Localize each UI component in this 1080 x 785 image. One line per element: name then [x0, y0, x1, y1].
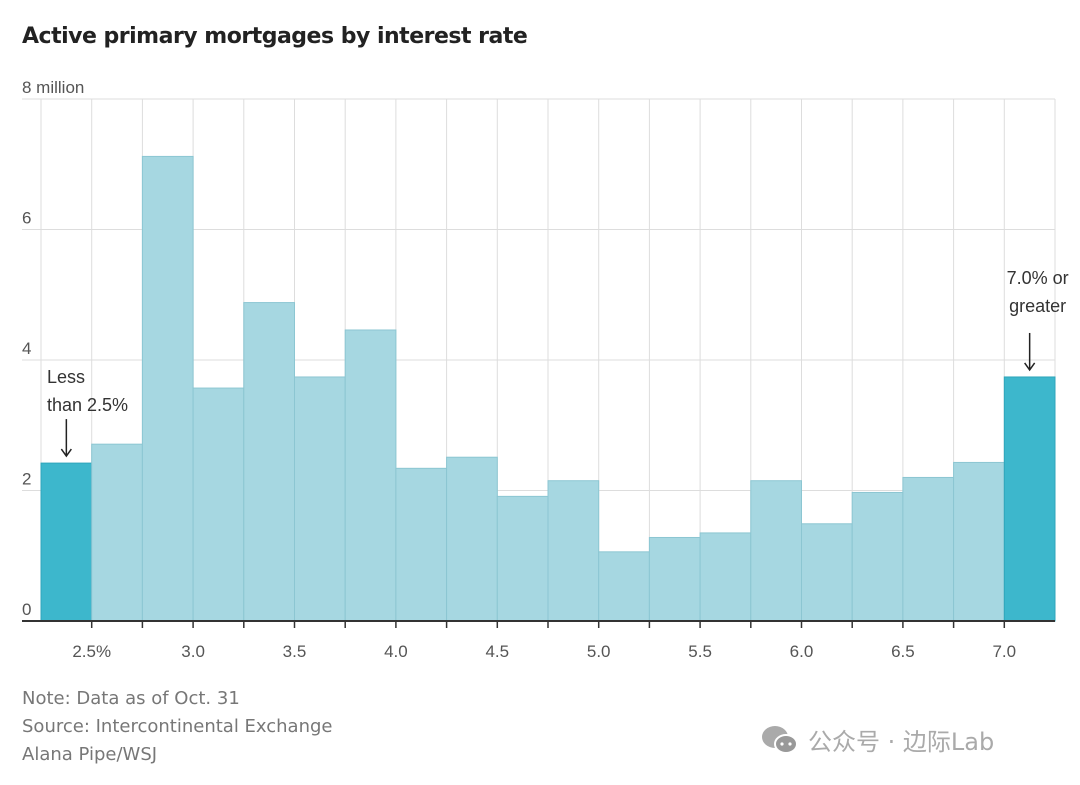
annotation-label: greater	[1009, 296, 1066, 316]
y-tick-label: 2	[22, 470, 31, 489]
bar	[851, 491, 904, 622]
credit: Alana Pipe/WSJ	[22, 744, 158, 765]
x-tick-label: 7.0	[992, 642, 1016, 661]
bar	[243, 302, 296, 622]
annotation-label: than 2.5%	[47, 395, 128, 415]
x-tick-label: 5.0	[587, 642, 611, 661]
bar	[953, 461, 1005, 622]
x-tick-label: 3.5	[283, 642, 307, 661]
x-tick-label: 4.5	[485, 642, 509, 661]
x-tick-label: 6.0	[790, 642, 814, 661]
watermark: 公众号 · 边际Lab	[760, 722, 994, 757]
note: Note: Data as of Oct. 31	[22, 688, 240, 709]
bar	[699, 532, 752, 622]
annotation-label: 7.0% or	[1007, 268, 1069, 288]
bar	[141, 155, 194, 622]
watermark-text: 公众号 · 边际Lab	[808, 728, 995, 756]
bar	[395, 467, 448, 622]
bar	[801, 523, 853, 622]
bar	[446, 456, 498, 622]
wechat-icon	[762, 725, 798, 754]
bar	[648, 536, 701, 622]
arrow-head-icon	[60, 448, 72, 458]
x-tick-label: 5.5	[688, 642, 712, 661]
bar	[598, 551, 650, 622]
y-tick-label: 4	[22, 339, 31, 358]
y-tick-label: 0	[22, 600, 31, 619]
bar	[40, 462, 93, 622]
x-tick-label: 2.5%	[72, 642, 111, 661]
x-tick-label: 3.0	[181, 642, 205, 661]
bar	[91, 443, 143, 622]
x-tick-label: 4.0	[384, 642, 408, 661]
source: Source: Intercontinental Exchange	[22, 716, 333, 737]
chart: 0 2 4 6 8 million 2.5% 3.0 3.5 4.0 4.5 5.0 5.5 6.0 6.…	[22, 78, 1069, 661]
chart-title: Active primary mortgages by interest rat…	[22, 24, 528, 49]
bar	[902, 476, 955, 622]
bar	[750, 480, 802, 622]
bar	[547, 480, 600, 622]
bar	[344, 329, 397, 622]
bar	[192, 387, 245, 622]
y-tick-label: 8 million	[22, 78, 84, 97]
bar	[496, 495, 549, 622]
arrow-head-icon	[1024, 362, 1036, 372]
y-tick-label: 6	[22, 209, 31, 228]
bar	[294, 376, 346, 622]
bar	[1003, 376, 1056, 622]
x-tick-label: 6.5	[891, 642, 915, 661]
annotation-label: Less	[47, 367, 85, 387]
